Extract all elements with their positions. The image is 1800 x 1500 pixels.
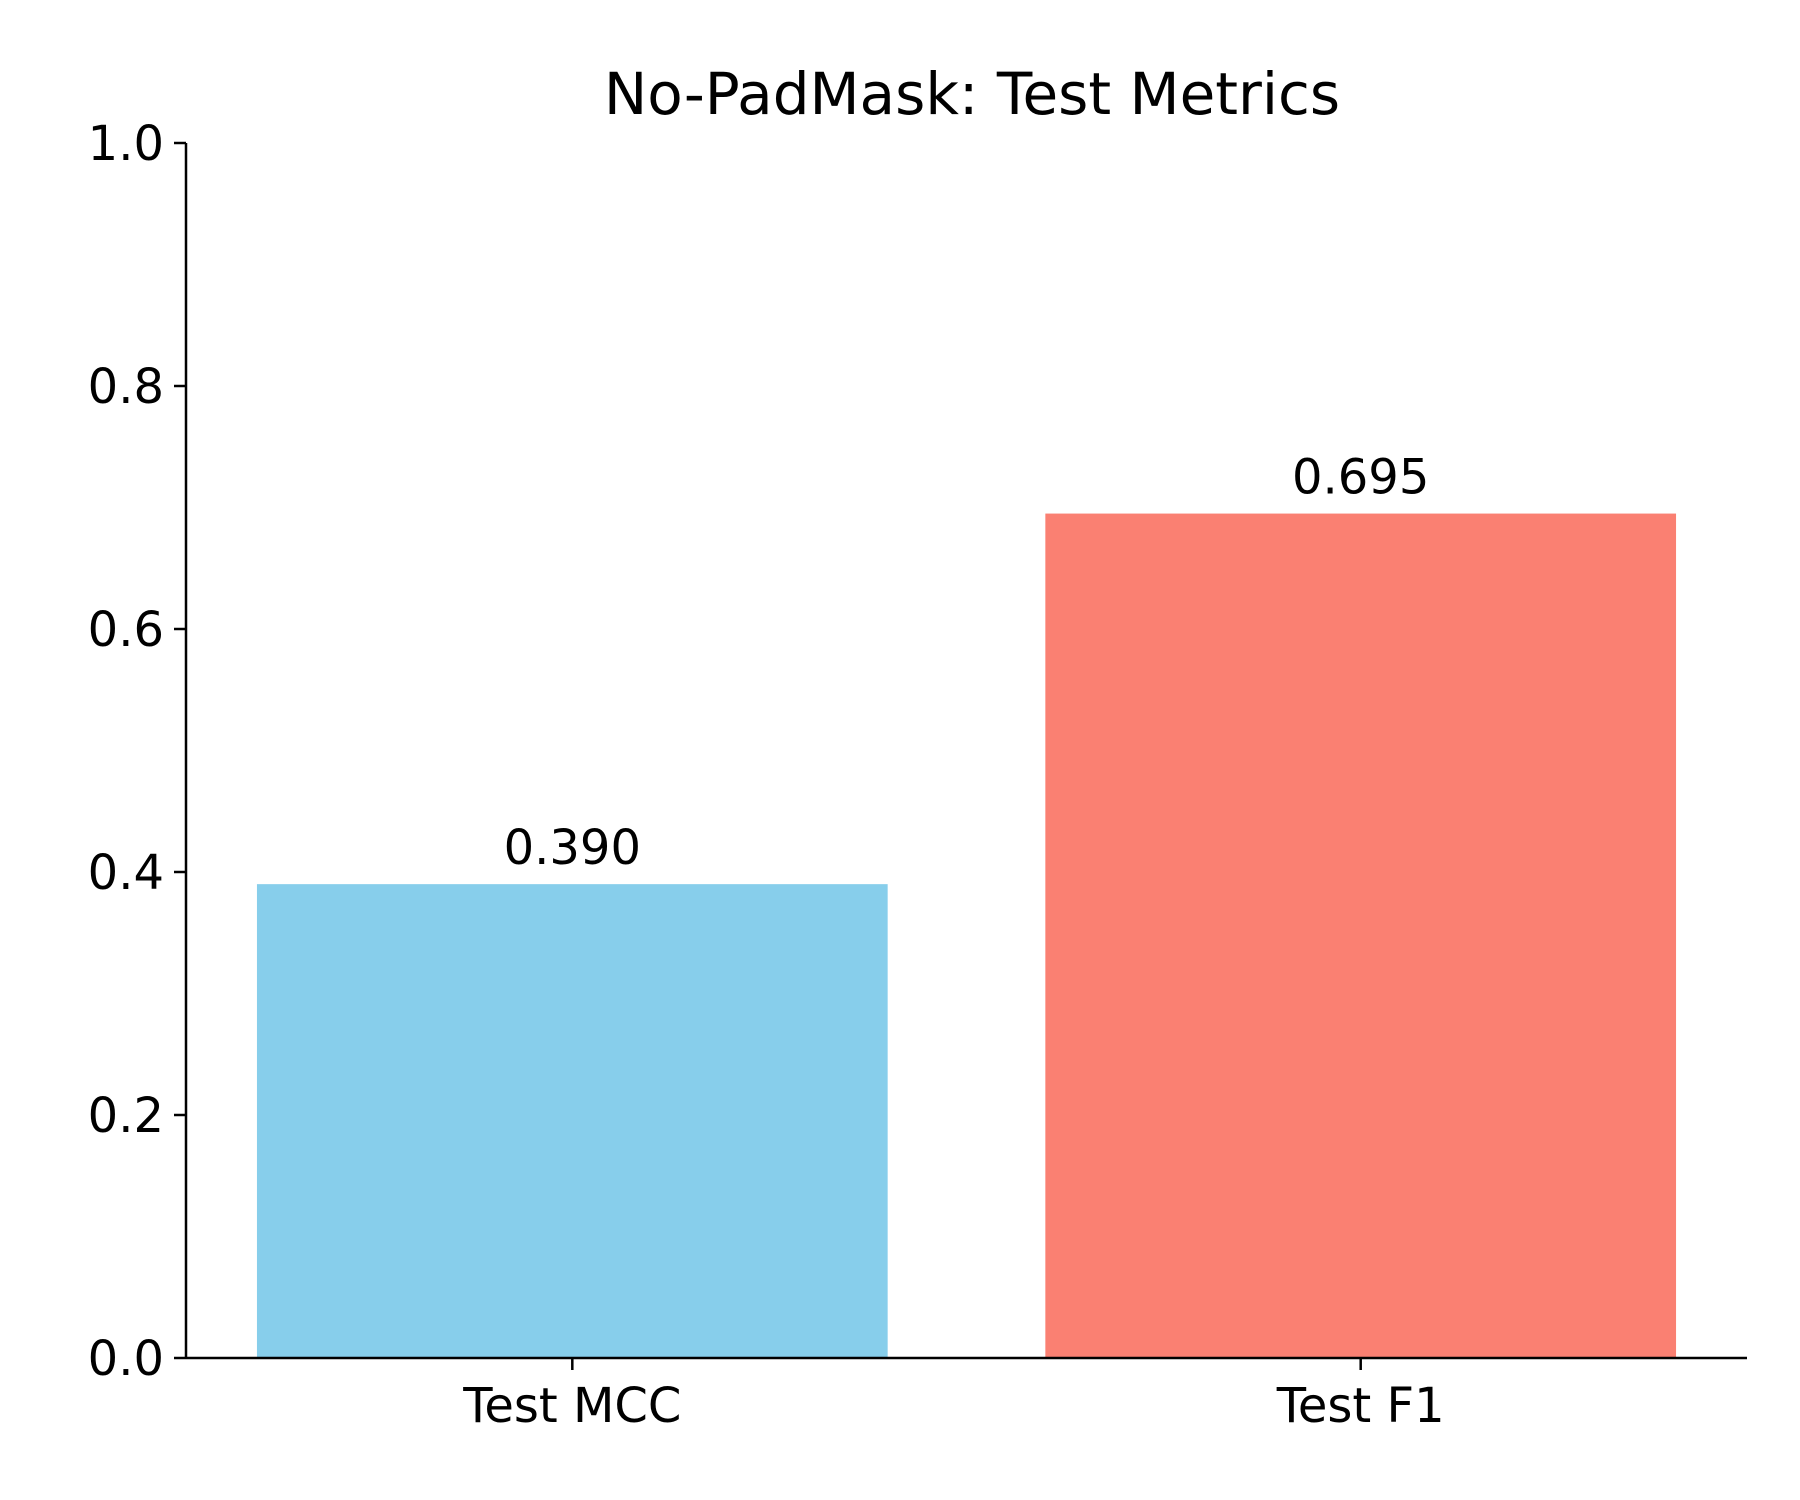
bar-test-f1 bbox=[1045, 513, 1677, 1358]
bar-test-mcc bbox=[256, 884, 888, 1358]
y-tick-label: 0.0 bbox=[88, 1331, 164, 1387]
y-tick-label: 0.2 bbox=[88, 1088, 164, 1144]
y-tick-label: 1.0 bbox=[88, 116, 164, 172]
x-tick-label: Test F1 bbox=[1276, 1378, 1445, 1434]
x-tick-label: Test MCC bbox=[462, 1378, 681, 1434]
y-tick-label: 0.8 bbox=[88, 359, 164, 415]
plot-area: 0.390 Test MCC 0.695 Test F1 0.0 0.2 0.4 0.6 0.8… bbox=[88, 116, 1747, 1434]
data-label: 0.695 bbox=[1292, 450, 1429, 506]
data-label: 0.390 bbox=[504, 820, 641, 876]
chart-title: No-PadMask: Test Metrics bbox=[604, 60, 1340, 128]
y-tick-label: 0.4 bbox=[88, 845, 164, 901]
y-tick-label: 0.6 bbox=[88, 602, 164, 658]
